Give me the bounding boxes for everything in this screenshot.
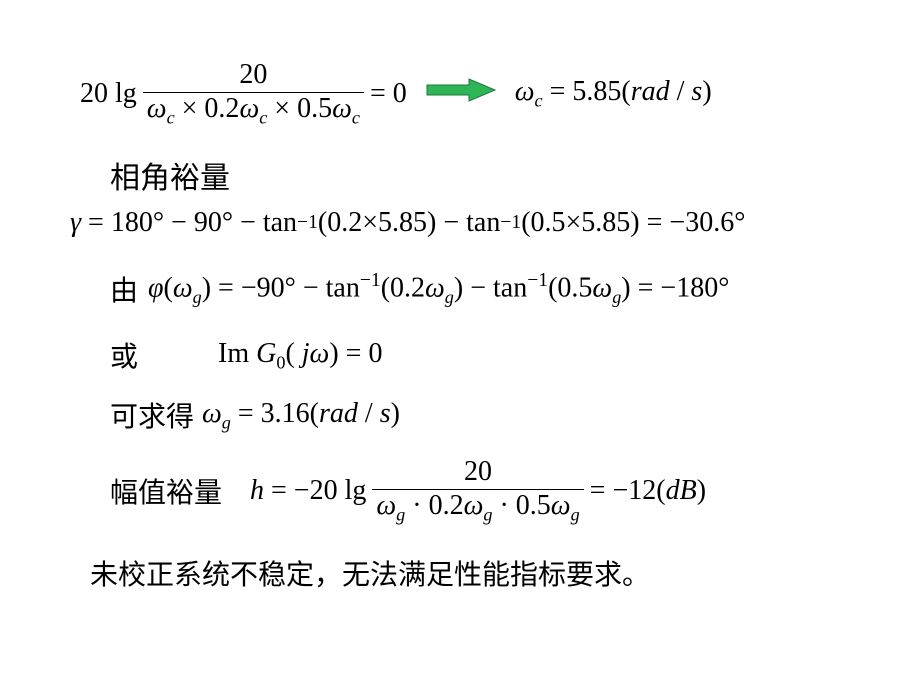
eq1-result: ωc = 5.85(rad / s) — [515, 76, 712, 112]
equation-line-6: 幅值裕量 h = −20 lg 20 ωg · 0.2ωg · 0.5ωg = … — [110, 457, 860, 524]
conclusion-text: 未校正系统不稳定，无法满足性能指标要求。 — [90, 553, 860, 593]
line3-prefix: 由 — [110, 269, 138, 309]
eq1-equals-zero: = 0 — [370, 78, 407, 110]
label-phase-margin: 相角裕量 — [110, 153, 860, 197]
line6-denominator: ωg · 0.2ωg · 0.5ωg — [372, 489, 583, 525]
eq1-denominator: ωc × 0.2ωc × 0.5ωc — [143, 92, 364, 128]
line5-equation: ωg = 3.16(rad / s) — [202, 398, 400, 434]
equation-line-5: 可求得 ωg = 3.16(rad / s) — [110, 395, 860, 435]
eq1-fraction: 20 ωc × 0.2ωc × 0.5ωc — [143, 60, 364, 127]
equation-line-3: 由 φ(ωg) = −90° − tan−1(0.2ωg) − tan−1(0.… — [110, 269, 860, 309]
line6-rhs: = −12(dB) — [590, 475, 706, 507]
line4-prefix: 或 — [110, 335, 138, 375]
equation-line-4: 或 Im G0( jω) = 0 — [110, 335, 860, 375]
line6-fraction: 20 ωg · 0.2ωg · 0.5ωg — [372, 457, 583, 524]
eq1-numerator: 20 — [235, 60, 271, 92]
line6-label: 幅值裕量 — [110, 471, 222, 511]
implies-arrow-icon — [425, 76, 497, 112]
line6-lhs: h = −20 lg — [250, 475, 366, 507]
slide: 20 lg 20 ωc × 0.2ωc × 0.5ωc = 0 ωc = 5.8… — [0, 0, 920, 690]
line3-equation: φ(ωg) = −90° − tan−1(0.2ωg) − tan−1(0.5ω… — [148, 270, 729, 308]
eq1-prefix: 20 lg — [80, 78, 137, 110]
line4-equation: Im G0( jω) = 0 — [218, 338, 382, 374]
line5-prefix: 可求得 — [110, 395, 194, 435]
equation-line-2: γ = 180° − 90° − tan−1(0.2×5.85) − tan−1… — [70, 207, 860, 239]
equation-line-1: 20 lg 20 ωc × 0.2ωc × 0.5ωc = 0 ωc = 5.8… — [80, 60, 860, 127]
line6-numerator: 20 — [460, 457, 496, 489]
